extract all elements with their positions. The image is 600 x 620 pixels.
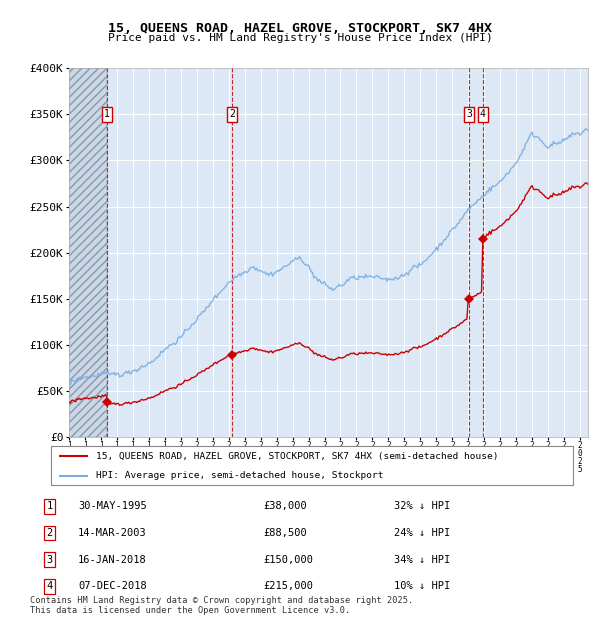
Text: Contains HM Land Registry data © Crown copyright and database right 2025.
This d: Contains HM Land Registry data © Crown c…	[30, 596, 413, 615]
Text: Price paid vs. HM Land Registry's House Price Index (HPI): Price paid vs. HM Land Registry's House …	[107, 33, 493, 43]
Text: 3: 3	[47, 554, 53, 565]
Text: 15, QUEENS ROAD, HAZEL GROVE, STOCKPORT, SK7 4HX: 15, QUEENS ROAD, HAZEL GROVE, STOCKPORT,…	[108, 22, 492, 35]
Text: 10% ↓ HPI: 10% ↓ HPI	[395, 581, 451, 591]
Text: 14-MAR-2003: 14-MAR-2003	[78, 528, 147, 538]
Text: 3: 3	[466, 109, 472, 119]
Text: £38,000: £38,000	[263, 501, 307, 512]
Text: 24% ↓ HPI: 24% ↓ HPI	[395, 528, 451, 538]
Text: 4: 4	[480, 109, 486, 119]
Text: 2: 2	[229, 109, 235, 119]
Text: 07-DEC-2018: 07-DEC-2018	[78, 581, 147, 591]
Text: 16-JAN-2018: 16-JAN-2018	[78, 554, 147, 565]
Bar	[69, 68, 107, 437]
Text: 1: 1	[47, 501, 53, 512]
Text: £88,500: £88,500	[263, 528, 307, 538]
Text: 2: 2	[47, 528, 53, 538]
Text: £150,000: £150,000	[263, 554, 313, 565]
Text: HPI: Average price, semi-detached house, Stockport: HPI: Average price, semi-detached house,…	[95, 471, 383, 480]
Text: 32% ↓ HPI: 32% ↓ HPI	[395, 501, 451, 512]
Text: 15, QUEENS ROAD, HAZEL GROVE, STOCKPORT, SK7 4HX (semi-detached house): 15, QUEENS ROAD, HAZEL GROVE, STOCKPORT,…	[95, 452, 498, 461]
Text: 34% ↓ HPI: 34% ↓ HPI	[395, 554, 451, 565]
Text: 30-MAY-1995: 30-MAY-1995	[78, 501, 147, 512]
Text: 4: 4	[47, 581, 53, 591]
Text: 1: 1	[104, 109, 110, 119]
FancyBboxPatch shape	[50, 446, 574, 485]
Text: £215,000: £215,000	[263, 581, 313, 591]
